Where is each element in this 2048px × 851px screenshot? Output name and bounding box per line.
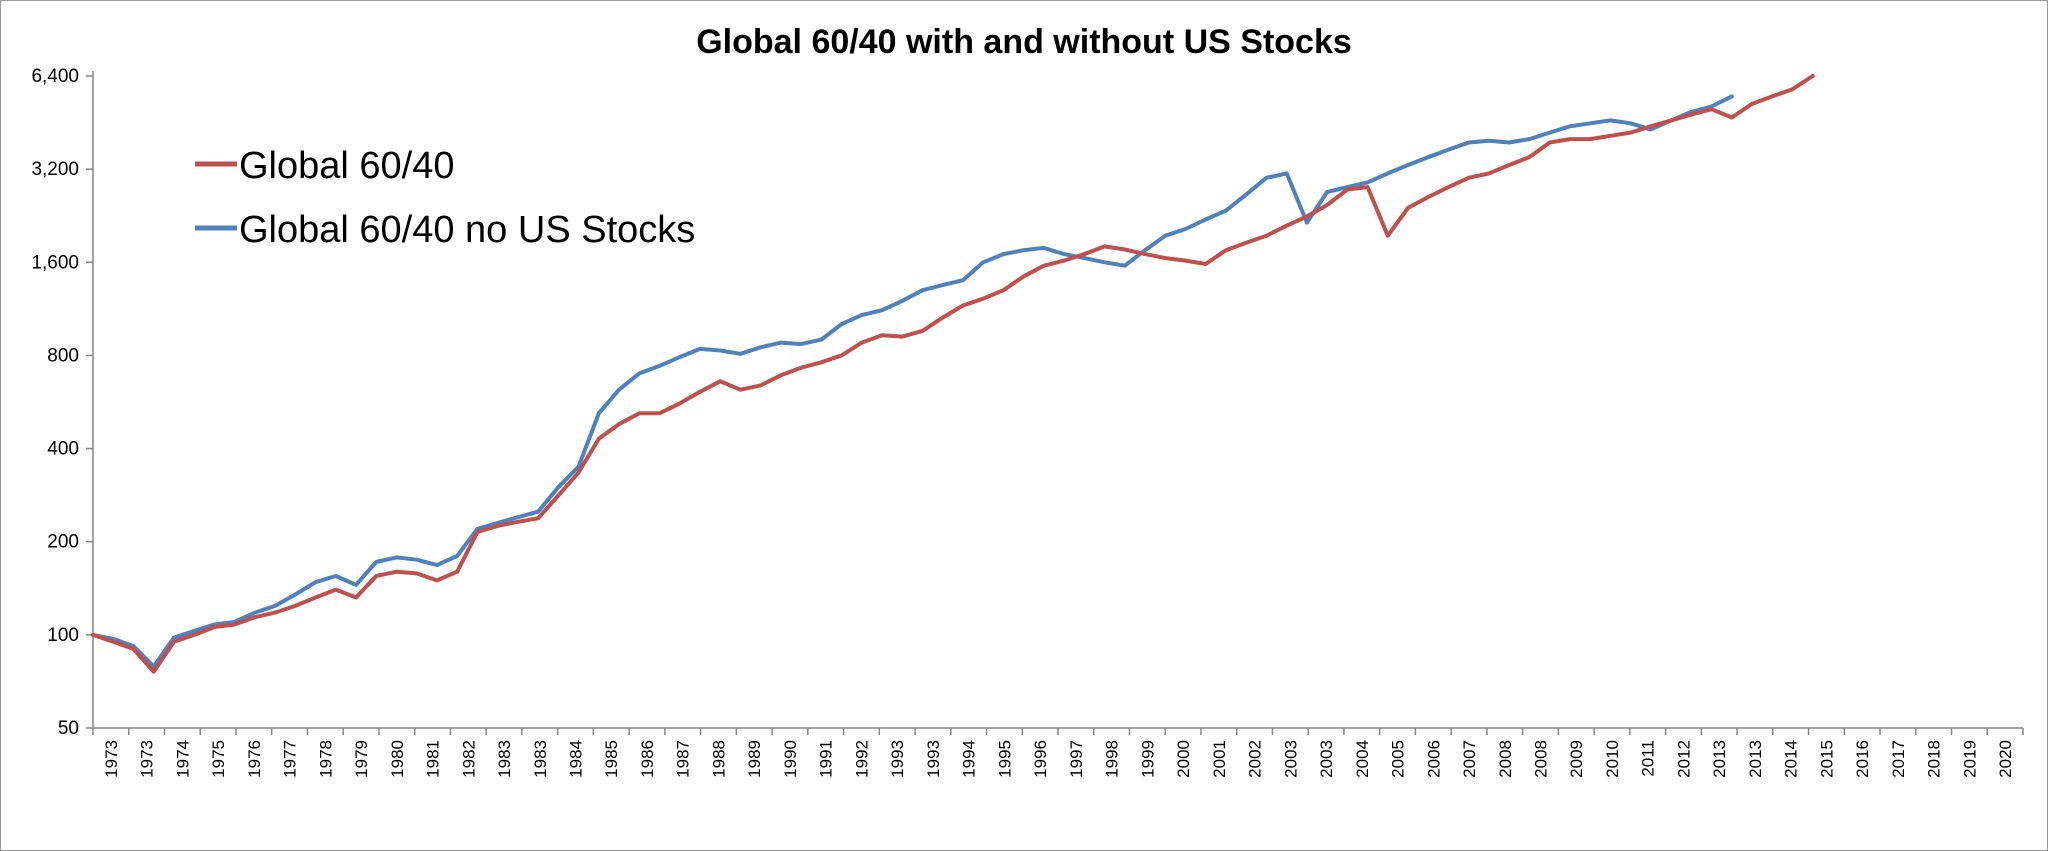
x-tick-label: 2000 — [1174, 740, 1193, 778]
x-tick-label: 1983 — [531, 740, 550, 778]
x-tick-label: 1995 — [995, 740, 1014, 778]
y-tick-label: 1,600 — [31, 252, 79, 273]
x-tick-label: 1981 — [424, 740, 443, 778]
x-tick-label: 2014 — [1782, 740, 1801, 778]
x-tick-label: 2012 — [1674, 740, 1693, 778]
x-tick-label: 1991 — [817, 740, 836, 778]
x-tick-label: 1976 — [245, 740, 264, 778]
x-tick-label: 2002 — [1246, 740, 1265, 778]
x-tick-label: 1979 — [352, 740, 371, 778]
x-tick-label: 2004 — [1353, 740, 1372, 778]
x-tick-label: 2013 — [1746, 740, 1765, 778]
x-tick-label: 1974 — [173, 740, 192, 778]
x-tick-label: 1985 — [602, 740, 621, 778]
x-tick-label: 1988 — [709, 740, 728, 778]
x-tick-label: 2008 — [1532, 740, 1551, 778]
x-tick-label: 1973 — [138, 740, 157, 778]
series-line-global-60-40-no-us-stocks — [91, 94, 1734, 669]
x-tick-label: 1993 — [888, 740, 907, 778]
y-tick-label: 6,400 — [31, 66, 79, 87]
x-tick-label: 2020 — [1996, 740, 2015, 778]
x-tick-label: 2010 — [1603, 740, 1622, 778]
x-tick-label: 1986 — [638, 740, 657, 778]
chart-title: Global 60/40 with and without US Stocks — [696, 23, 1352, 61]
y-tick-label: 100 — [47, 625, 79, 646]
x-tick-label: 1977 — [281, 740, 300, 778]
x-tick-label: 1996 — [1031, 740, 1050, 778]
x-tick-label: 1982 — [459, 740, 478, 778]
y-tick-label: 50 — [58, 718, 79, 739]
x-tick-label: 1992 — [852, 740, 871, 778]
x-tick-label: 2018 — [1925, 740, 1944, 778]
x-tick-label: 1987 — [674, 740, 693, 778]
x-tick-label: 1997 — [1067, 740, 1086, 778]
x-tick-label: 2011 — [1639, 740, 1658, 777]
y-tick-label: 400 — [47, 439, 79, 460]
x-tick-label: 1980 — [388, 740, 407, 778]
x-tick-label: 1993 — [924, 740, 943, 778]
x-tick-label: 1983 — [495, 740, 514, 778]
y-tick-label: 200 — [47, 532, 79, 553]
x-tick-label: 2001 — [1210, 740, 1229, 778]
x-tick-label: 1994 — [960, 740, 979, 778]
x-tick-label: 1975 — [209, 740, 228, 778]
series-lines — [91, 74, 1815, 674]
legend-label-0: Global 60/40 — [239, 145, 455, 187]
legend-label-1: Global 60/40 no US Stocks — [239, 209, 695, 251]
x-tick-label: 1978 — [316, 740, 335, 778]
x-tick-label: 1989 — [745, 740, 764, 778]
x-axis: 1973 1973 1974 1975 1976 1977 1978 1979 1980 1981… — [92, 727, 2024, 778]
series-line-global-60-40 — [91, 74, 1815, 674]
x-tick-label: 2017 — [1889, 740, 1908, 778]
x-tick-label: 1998 — [1103, 740, 1122, 778]
x-tick-label: 2013 — [1710, 740, 1729, 778]
x-tick-label: 1984 — [567, 740, 586, 778]
x-tick-label: 2016 — [1853, 740, 1872, 778]
legend: Global 60/40 Global 60/40 no US Stocks — [195, 145, 695, 251]
x-tick-label: 2015 — [1817, 740, 1836, 778]
x-tick-label: 2019 — [1960, 740, 1979, 778]
x-tick-label: 1999 — [1138, 740, 1157, 778]
y-axis: 50 100 200 400 800 1,600 3,200 6,400 — [31, 66, 94, 739]
y-tick-label: 3,200 — [31, 159, 79, 180]
x-tick-label: 2006 — [1424, 740, 1443, 778]
y-tick-label: 800 — [47, 345, 79, 366]
x-tick-label: 2003 — [1317, 740, 1336, 778]
x-tick-label: 2007 — [1460, 740, 1479, 778]
x-tick-label: 1973 — [102, 740, 121, 778]
x-tick-label: 1990 — [781, 740, 800, 778]
x-tick-label: 2005 — [1389, 740, 1408, 778]
x-tick-label: 2009 — [1567, 740, 1586, 778]
x-tick-label: 2008 — [1496, 740, 1515, 778]
x-tick-label: 2003 — [1281, 740, 1300, 778]
